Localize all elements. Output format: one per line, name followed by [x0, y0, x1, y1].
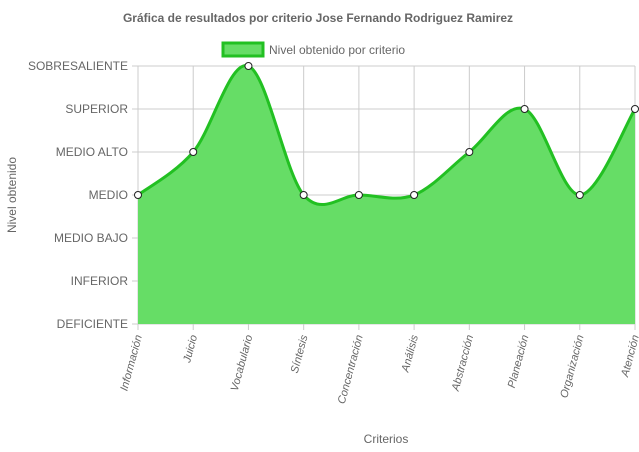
data-point[interactable]	[134, 191, 142, 199]
data-point[interactable]	[299, 191, 308, 199]
legend[interactable]: Nivel obtenido por criterio	[221, 41, 405, 58]
y-tick-label: MEDIO BAJO	[54, 231, 128, 245]
data-point[interactable]	[631, 105, 639, 113]
data-point[interactable]	[465, 148, 474, 156]
y-axis-ticks: DEFICIENTE INFERIOR MEDIO BAJO MEDIO MEDIO A…	[28, 59, 128, 331]
data-point[interactable]	[189, 148, 198, 156]
legend-label: Nivel obtenido por criterio	[269, 43, 405, 57]
y-tick-label: MEDIO ALTO	[56, 145, 128, 159]
x-tick-label: Vocabulario	[229, 334, 256, 393]
x-tick-label: Análisis	[399, 333, 421, 374]
y-axis-label: Nivel obtenido	[5, 157, 19, 233]
y-tick-label: SUPERIOR	[65, 102, 128, 116]
data-point[interactable]	[410, 191, 419, 199]
y-tick-label: DEFICIENTE	[57, 317, 128, 331]
x-tick-label: Información	[118, 334, 144, 393]
data-point[interactable]	[520, 105, 529, 113]
x-axis-ticks: Información Juicio Vocabulario Síntesis Conc…	[118, 333, 639, 405]
chart-title: Gráfica de resultados por criterio Jose …	[123, 11, 513, 25]
x-axis-label: Criterios	[364, 432, 409, 446]
series-line	[137, 64, 637, 207]
data-points	[134, 62, 639, 199]
data-point[interactable]	[575, 191, 584, 199]
x-tick-label: Planeación	[506, 334, 532, 390]
y-tick-label: MEDIO	[89, 188, 128, 202]
data-point[interactable]	[244, 62, 253, 70]
legend-swatch	[221, 41, 265, 58]
area-layer	[137, 64, 637, 324]
x-tick-label: Organización	[558, 334, 586, 400]
y-tick-label: SOBRESALIENTE	[28, 59, 128, 73]
data-point[interactable]	[354, 191, 363, 199]
x-tick-label: Síntesis	[289, 333, 311, 374]
x-tick-label: Atención	[619, 334, 639, 379]
series-area	[138, 65, 635, 324]
y-tick-label: INFERIOR	[71, 274, 129, 288]
x-tick-label: Abstracción	[450, 334, 477, 394]
x-tick-label: Juicio	[181, 334, 200, 365]
x-tick-label: Concentración	[336, 334, 366, 406]
